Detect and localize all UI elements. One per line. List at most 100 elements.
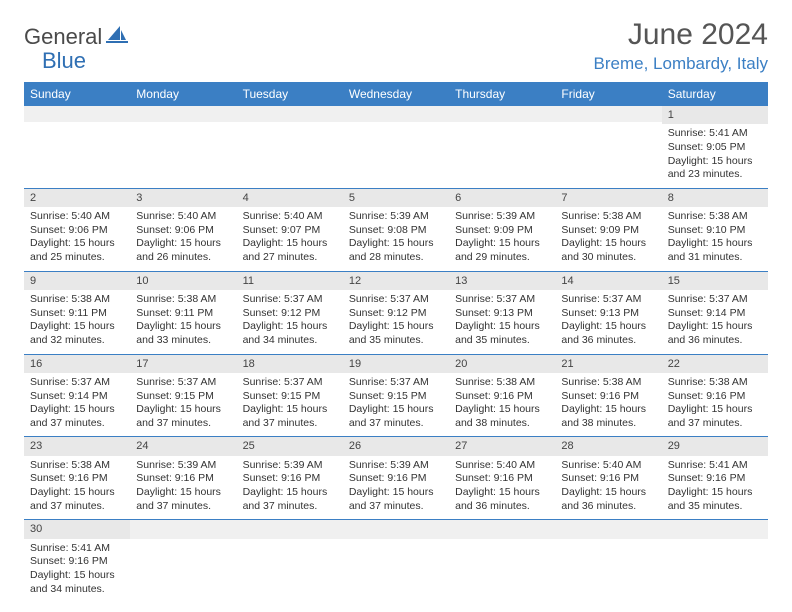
day-number: 19 bbox=[343, 355, 449, 373]
calendar-cell: 25Sunrise: 5:39 AMSunset: 9:16 PMDayligh… bbox=[237, 437, 343, 520]
day-details: Sunrise: 5:38 AMSunset: 9:11 PMDaylight:… bbox=[130, 290, 236, 354]
day-details: Sunrise: 5:40 AMSunset: 9:06 PMDaylight:… bbox=[24, 207, 130, 271]
calendar-cell: 27Sunrise: 5:40 AMSunset: 9:16 PMDayligh… bbox=[449, 437, 555, 520]
calendar-cell bbox=[555, 106, 661, 188]
calendar-cell: 17Sunrise: 5:37 AMSunset: 9:15 PMDayligh… bbox=[130, 354, 236, 437]
day-details: Sunrise: 5:37 AMSunset: 9:13 PMDaylight:… bbox=[555, 290, 661, 354]
calendar-cell: 22Sunrise: 5:38 AMSunset: 9:16 PMDayligh… bbox=[662, 354, 768, 437]
day-number: 10 bbox=[130, 272, 236, 290]
day-number: 27 bbox=[449, 437, 555, 455]
calendar-cell: 23Sunrise: 5:38 AMSunset: 9:16 PMDayligh… bbox=[24, 437, 130, 520]
sail-icon bbox=[106, 24, 128, 50]
day-details: Sunrise: 5:40 AMSunset: 9:16 PMDaylight:… bbox=[555, 456, 661, 520]
calendar-week: 2Sunrise: 5:40 AMSunset: 9:06 PMDaylight… bbox=[24, 188, 768, 271]
day-details: Sunrise: 5:38 AMSunset: 9:16 PMDaylight:… bbox=[662, 373, 768, 437]
calendar-body: 1Sunrise: 5:41 AMSunset: 9:05 PMDaylight… bbox=[24, 106, 768, 602]
calendar-cell: 30Sunrise: 5:41 AMSunset: 9:16 PMDayligh… bbox=[24, 520, 130, 602]
calendar-cell bbox=[343, 106, 449, 188]
calendar-cell: 13Sunrise: 5:37 AMSunset: 9:13 PMDayligh… bbox=[449, 271, 555, 354]
day-details: Sunrise: 5:37 AMSunset: 9:12 PMDaylight:… bbox=[237, 290, 343, 354]
day-details: Sunrise: 5:37 AMSunset: 9:15 PMDaylight:… bbox=[343, 373, 449, 437]
weekday-header: Friday bbox=[555, 82, 661, 106]
calendar-cell bbox=[449, 520, 555, 602]
day-details: Sunrise: 5:41 AMSunset: 9:16 PMDaylight:… bbox=[24, 539, 130, 603]
calendar-cell: 5Sunrise: 5:39 AMSunset: 9:08 PMDaylight… bbox=[343, 188, 449, 271]
day-number: 7 bbox=[555, 189, 661, 207]
day-number: 3 bbox=[130, 189, 236, 207]
weekday-header: Sunday bbox=[24, 82, 130, 106]
calendar-cell: 7Sunrise: 5:38 AMSunset: 9:09 PMDaylight… bbox=[555, 188, 661, 271]
calendar-cell: 4Sunrise: 5:40 AMSunset: 9:07 PMDaylight… bbox=[237, 188, 343, 271]
weekday-header: Monday bbox=[130, 82, 236, 106]
day-details: Sunrise: 5:39 AMSunset: 9:08 PMDaylight:… bbox=[343, 207, 449, 271]
day-number: 2 bbox=[24, 189, 130, 207]
calendar-cell bbox=[555, 520, 661, 602]
calendar-cell: 24Sunrise: 5:39 AMSunset: 9:16 PMDayligh… bbox=[130, 437, 236, 520]
day-details: Sunrise: 5:37 AMSunset: 9:15 PMDaylight:… bbox=[237, 373, 343, 437]
calendar-cell: 8Sunrise: 5:38 AMSunset: 9:10 PMDaylight… bbox=[662, 188, 768, 271]
day-number: 16 bbox=[24, 355, 130, 373]
calendar-cell bbox=[130, 520, 236, 602]
calendar-cell bbox=[662, 520, 768, 602]
location: Breme, Lombardy, Italy bbox=[594, 54, 768, 74]
calendar-cell bbox=[343, 520, 449, 602]
calendar-cell: 14Sunrise: 5:37 AMSunset: 9:13 PMDayligh… bbox=[555, 271, 661, 354]
calendar-cell bbox=[449, 106, 555, 188]
day-details: Sunrise: 5:39 AMSunset: 9:16 PMDaylight:… bbox=[237, 456, 343, 520]
calendar-cell: 21Sunrise: 5:38 AMSunset: 9:16 PMDayligh… bbox=[555, 354, 661, 437]
calendar-cell: 9Sunrise: 5:38 AMSunset: 9:11 PMDaylight… bbox=[24, 271, 130, 354]
day-number: 23 bbox=[24, 437, 130, 455]
calendar-cell: 26Sunrise: 5:39 AMSunset: 9:16 PMDayligh… bbox=[343, 437, 449, 520]
day-number: 13 bbox=[449, 272, 555, 290]
day-number: 4 bbox=[237, 189, 343, 207]
day-number: 24 bbox=[130, 437, 236, 455]
day-details: Sunrise: 5:37 AMSunset: 9:14 PMDaylight:… bbox=[24, 373, 130, 437]
month-title: June 2024 bbox=[594, 18, 768, 52]
day-details: Sunrise: 5:39 AMSunset: 9:09 PMDaylight:… bbox=[449, 207, 555, 271]
logo-text-1: General bbox=[24, 24, 102, 50]
day-number: 20 bbox=[449, 355, 555, 373]
day-number: 1 bbox=[662, 106, 768, 124]
day-details: Sunrise: 5:37 AMSunset: 9:13 PMDaylight:… bbox=[449, 290, 555, 354]
day-number: 17 bbox=[130, 355, 236, 373]
day-number: 29 bbox=[662, 437, 768, 455]
calendar-week: 9Sunrise: 5:38 AMSunset: 9:11 PMDaylight… bbox=[24, 271, 768, 354]
day-number: 14 bbox=[555, 272, 661, 290]
day-details: Sunrise: 5:39 AMSunset: 9:16 PMDaylight:… bbox=[343, 456, 449, 520]
day-details: Sunrise: 5:38 AMSunset: 9:09 PMDaylight:… bbox=[555, 207, 661, 271]
calendar-week: 1Sunrise: 5:41 AMSunset: 9:05 PMDaylight… bbox=[24, 106, 768, 188]
weekday-header: Wednesday bbox=[343, 82, 449, 106]
day-details: Sunrise: 5:40 AMSunset: 9:16 PMDaylight:… bbox=[449, 456, 555, 520]
day-number: 9 bbox=[24, 272, 130, 290]
calendar-cell: 20Sunrise: 5:38 AMSunset: 9:16 PMDayligh… bbox=[449, 354, 555, 437]
header: General June 2024 Breme, Lombardy, Italy bbox=[24, 18, 768, 74]
day-details: Sunrise: 5:41 AMSunset: 9:05 PMDaylight:… bbox=[662, 124, 768, 188]
calendar-cell: 19Sunrise: 5:37 AMSunset: 9:15 PMDayligh… bbox=[343, 354, 449, 437]
day-number: 8 bbox=[662, 189, 768, 207]
calendar-cell: 11Sunrise: 5:37 AMSunset: 9:12 PMDayligh… bbox=[237, 271, 343, 354]
calendar-cell: 18Sunrise: 5:37 AMSunset: 9:15 PMDayligh… bbox=[237, 354, 343, 437]
day-number: 26 bbox=[343, 437, 449, 455]
calendar-cell: 28Sunrise: 5:40 AMSunset: 9:16 PMDayligh… bbox=[555, 437, 661, 520]
day-details: Sunrise: 5:37 AMSunset: 9:15 PMDaylight:… bbox=[130, 373, 236, 437]
calendar-week: 16Sunrise: 5:37 AMSunset: 9:14 PMDayligh… bbox=[24, 354, 768, 437]
day-number: 18 bbox=[237, 355, 343, 373]
day-details: Sunrise: 5:38 AMSunset: 9:11 PMDaylight:… bbox=[24, 290, 130, 354]
day-details: Sunrise: 5:41 AMSunset: 9:16 PMDaylight:… bbox=[662, 456, 768, 520]
day-details: Sunrise: 5:37 AMSunset: 9:14 PMDaylight:… bbox=[662, 290, 768, 354]
day-details: Sunrise: 5:40 AMSunset: 9:07 PMDaylight:… bbox=[237, 207, 343, 271]
calendar-cell: 10Sunrise: 5:38 AMSunset: 9:11 PMDayligh… bbox=[130, 271, 236, 354]
calendar-cell: 2Sunrise: 5:40 AMSunset: 9:06 PMDaylight… bbox=[24, 188, 130, 271]
calendar-cell: 29Sunrise: 5:41 AMSunset: 9:16 PMDayligh… bbox=[662, 437, 768, 520]
day-number: 12 bbox=[343, 272, 449, 290]
calendar-cell: 1Sunrise: 5:41 AMSunset: 9:05 PMDaylight… bbox=[662, 106, 768, 188]
calendar-cell: 6Sunrise: 5:39 AMSunset: 9:09 PMDaylight… bbox=[449, 188, 555, 271]
calendar-cell bbox=[130, 106, 236, 188]
logo-text-2: Blue bbox=[42, 48, 86, 74]
day-details: Sunrise: 5:39 AMSunset: 9:16 PMDaylight:… bbox=[130, 456, 236, 520]
calendar-cell: 12Sunrise: 5:37 AMSunset: 9:12 PMDayligh… bbox=[343, 271, 449, 354]
day-number: 25 bbox=[237, 437, 343, 455]
calendar-cell: 15Sunrise: 5:37 AMSunset: 9:14 PMDayligh… bbox=[662, 271, 768, 354]
weekday-header: Tuesday bbox=[237, 82, 343, 106]
day-number: 15 bbox=[662, 272, 768, 290]
